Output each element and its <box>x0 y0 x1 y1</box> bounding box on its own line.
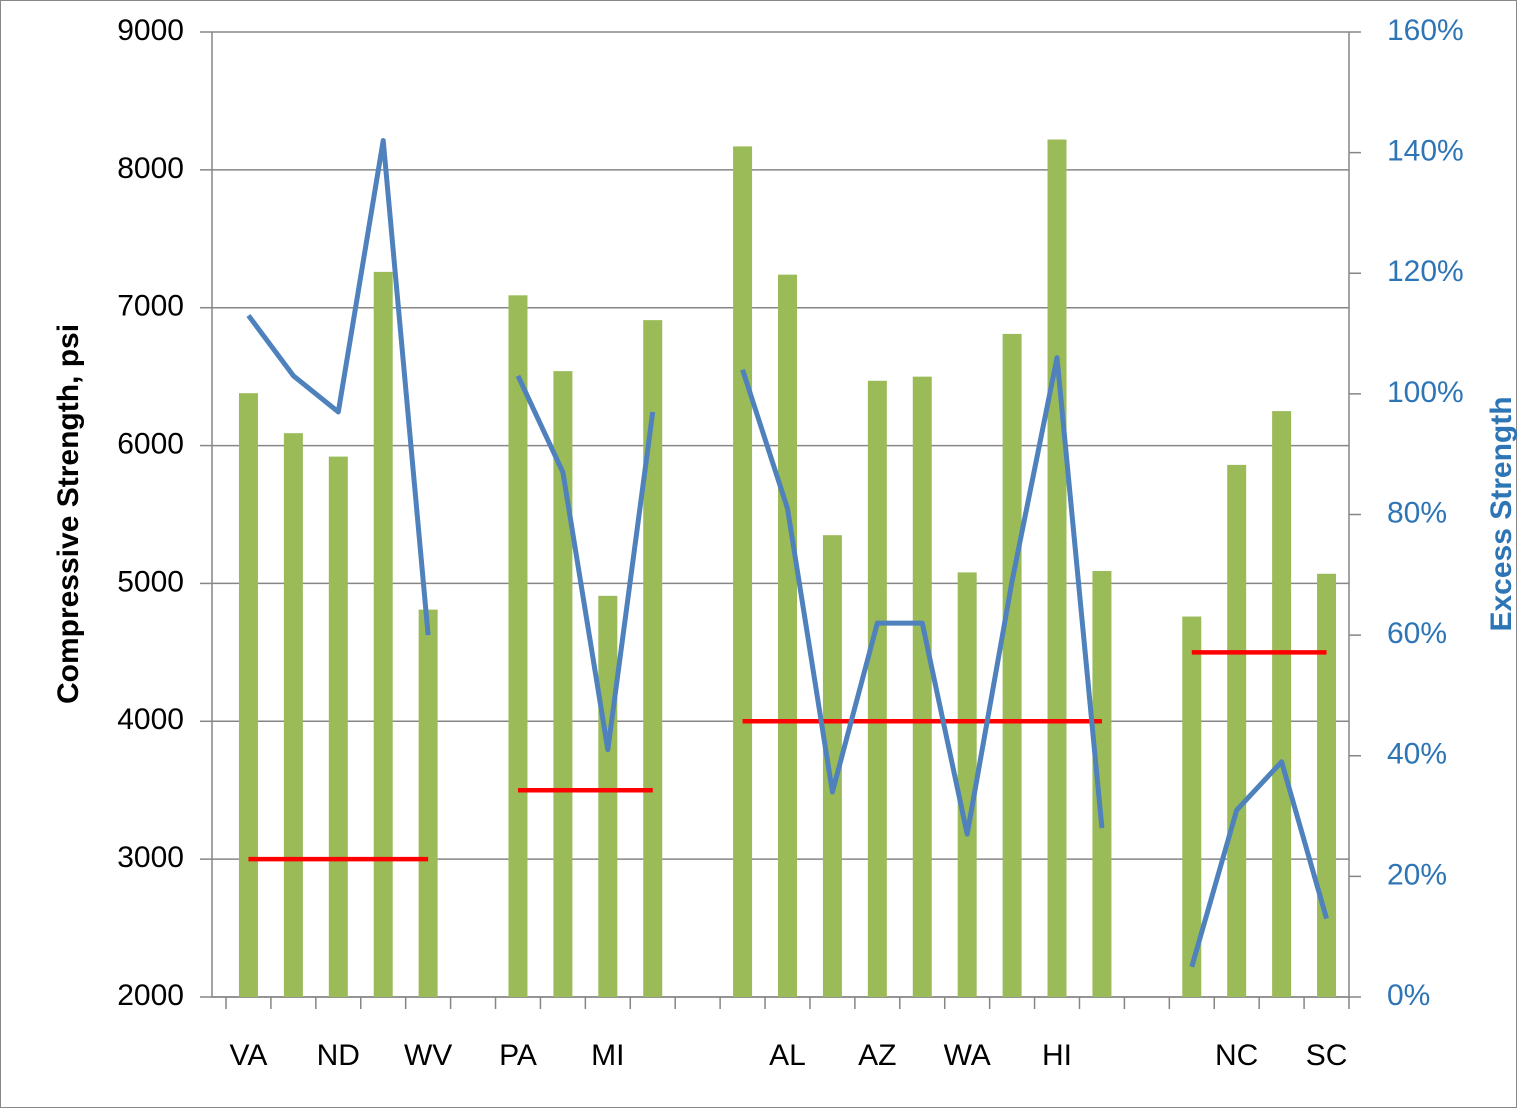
y-tick-label: 5000 <box>117 565 184 598</box>
bar <box>957 572 977 997</box>
bar <box>418 609 438 997</box>
bar <box>508 295 528 997</box>
bar <box>328 456 348 998</box>
y-tick-label: 3000 <box>117 841 184 874</box>
y2-tick-label: 140% <box>1387 135 1464 168</box>
y2-tick-label: 120% <box>1387 255 1464 288</box>
bar <box>1227 464 1247 997</box>
x-tick-label: SC <box>1306 1039 1348 1072</box>
bar <box>553 371 573 998</box>
bar <box>867 380 887 997</box>
x-tick-label: AZ <box>858 1039 896 1072</box>
bar <box>1047 139 1067 997</box>
bar <box>1182 616 1202 997</box>
x-tick-label: WA <box>944 1039 991 1072</box>
y2-axis-label: Excess Strength <box>1485 396 1517 631</box>
bar <box>733 146 753 997</box>
bar <box>283 433 303 997</box>
x-tick-label: VA <box>230 1039 268 1072</box>
bar <box>238 393 258 998</box>
bar <box>822 535 842 997</box>
y2-tick-label: 160% <box>1387 14 1464 47</box>
x-tick-label: HI <box>1042 1039 1072 1072</box>
bar <box>1002 333 1022 998</box>
y-tick-label: 9000 <box>117 14 184 47</box>
y2-tick-label: 80% <box>1387 496 1447 529</box>
bar <box>598 595 618 997</box>
y-tick-label: 7000 <box>117 290 184 323</box>
y2-tick-label: 100% <box>1387 376 1464 409</box>
x-tick-label: MI <box>591 1039 624 1072</box>
x-tick-label: PA <box>499 1039 537 1072</box>
y-axis-label: Compressive Strength, psi <box>52 324 85 704</box>
line <box>246 138 1329 968</box>
bar <box>912 376 932 998</box>
bar <box>778 274 797 998</box>
y2-tick-label: 60% <box>1387 617 1447 650</box>
x-tick-label: NC <box>1215 1039 1258 1072</box>
y-tick-label: 6000 <box>117 427 184 460</box>
x-tick-label: AL <box>769 1039 806 1072</box>
bar <box>1317 573 1337 997</box>
y2-tick-label: 0% <box>1387 979 1430 1012</box>
bar <box>373 271 393 997</box>
x-tick-label: WV <box>404 1039 452 1072</box>
x-tick-label: ND <box>317 1039 360 1072</box>
y2-tick-label: 20% <box>1387 858 1447 891</box>
y-tick-label: 8000 <box>117 152 184 185</box>
bar <box>643 320 663 997</box>
y-tick-label: 4000 <box>117 703 184 736</box>
y2-tick-label: 40% <box>1387 738 1447 771</box>
bar <box>1272 411 1292 997</box>
y-tick-label: 2000 <box>117 979 184 1012</box>
line <box>248 650 1327 862</box>
bar <box>1092 571 1112 997</box>
